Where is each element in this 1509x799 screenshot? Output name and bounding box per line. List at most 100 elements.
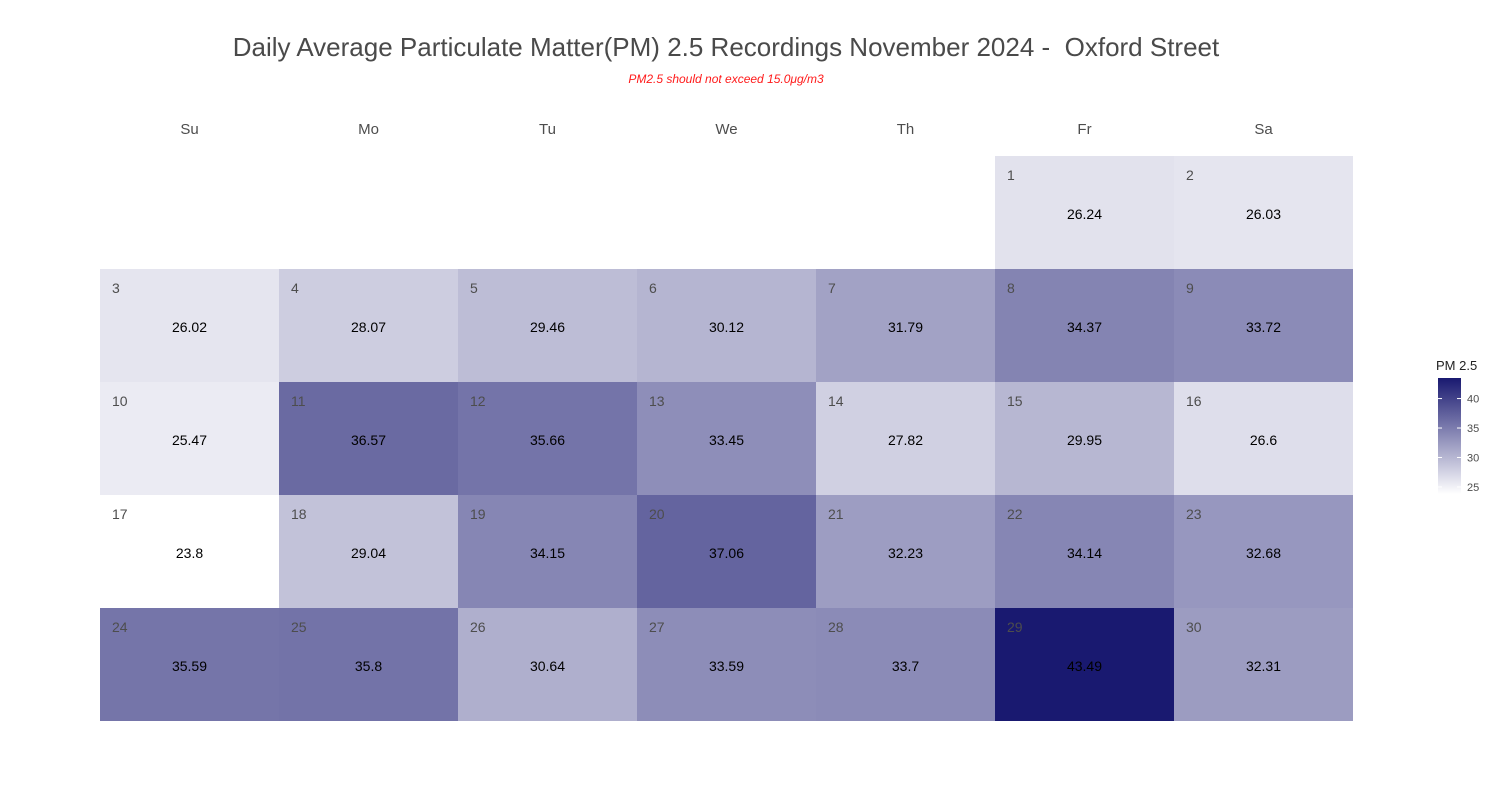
weekday-header: We xyxy=(715,121,737,138)
day-number: 14 xyxy=(828,393,844,409)
day-cell-fill xyxy=(995,382,1174,495)
day-value-label: 35.66 xyxy=(530,432,565,448)
day-number: 24 xyxy=(112,619,128,635)
day-value-label: 27.82 xyxy=(888,432,923,448)
day-value-label: 26.24 xyxy=(1067,206,1102,222)
day-value-label: 23.8 xyxy=(176,545,203,561)
day-cell-fill xyxy=(458,269,637,382)
day-cell: 226.03 xyxy=(1174,156,1353,269)
day-value-label: 30.12 xyxy=(709,319,744,335)
day-cell-fill xyxy=(816,608,995,721)
day-value-label: 32.31 xyxy=(1246,658,1281,674)
day-cell-fill xyxy=(995,269,1174,382)
day-value-label: 33.59 xyxy=(709,658,744,674)
day-cell-fill xyxy=(1174,269,1353,382)
day-value-label: 32.23 xyxy=(888,545,923,561)
day-cell-fill xyxy=(279,269,458,382)
day-cell: 630.12 xyxy=(637,269,816,382)
day-cell-fill xyxy=(458,382,637,495)
day-value-label: 26.02 xyxy=(172,319,207,335)
day-number: 22 xyxy=(1007,506,1023,522)
legend-title: PM 2.5 xyxy=(1436,358,1478,373)
day-cell: 731.79 xyxy=(816,269,995,382)
day-value-label: 25.47 xyxy=(172,432,207,448)
day-cell-fill xyxy=(1174,608,1353,721)
day-number: 1 xyxy=(1007,167,1015,183)
day-cell: 14 27.82 xyxy=(816,382,995,495)
legend-tick-label: 40 xyxy=(1467,394,1479,406)
day-cell-fill xyxy=(995,495,1174,608)
day-cell-fill xyxy=(1174,382,1353,495)
day-cell: 27 33.59 xyxy=(637,608,816,721)
day-cell-fill xyxy=(995,156,1174,269)
day-number: 15 xyxy=(1007,393,1023,409)
day-value-label: 34.37 xyxy=(1067,319,1102,335)
day-cell: 834.37 xyxy=(995,269,1174,382)
day-number: 26 xyxy=(470,619,486,635)
day-number: 7 xyxy=(828,280,836,296)
day-value-label: 33.72 xyxy=(1246,319,1281,335)
legend-colorbar xyxy=(1438,378,1461,494)
day-cell-fill xyxy=(816,269,995,382)
day-cell: 15 29.95 xyxy=(995,382,1174,495)
day-cell-fill xyxy=(995,608,1174,721)
day-cell: 16 26.6 xyxy=(1174,382,1353,495)
day-cell: 22 34.14 xyxy=(995,495,1174,608)
day-cell: 10 25.47 xyxy=(100,382,279,495)
day-number: 19 xyxy=(470,506,486,522)
day-number: 25 xyxy=(291,619,307,635)
weekday-header: Su xyxy=(180,121,198,138)
day-cell-fill xyxy=(637,382,816,495)
day-cell-fill xyxy=(100,382,279,495)
day-number: 9 xyxy=(1186,280,1194,296)
day-value-label: 35.59 xyxy=(172,658,207,674)
day-cell: 933.72 xyxy=(1174,269,1353,382)
day-value-label: 26.6 xyxy=(1250,432,1277,448)
day-cell: 13 33.45 xyxy=(637,382,816,495)
chart-subtitle: PM2.5 should not exceed 15.0μg/m3 xyxy=(628,72,824,86)
day-value-label: 33.45 xyxy=(709,432,744,448)
day-cell: 12 35.66 xyxy=(458,382,637,495)
day-cell-fill xyxy=(816,495,995,608)
day-cell: 25 35.8 xyxy=(279,608,458,721)
day-cell: 428.07 xyxy=(279,269,458,382)
day-cell-fill xyxy=(100,495,279,608)
day-number: 23 xyxy=(1186,506,1202,522)
day-value-label: 35.8 xyxy=(355,658,382,674)
day-number: 17 xyxy=(112,506,128,522)
day-cell-fill xyxy=(1174,495,1353,608)
day-value-label: 34.14 xyxy=(1067,545,1102,561)
day-number: 12 xyxy=(470,393,486,409)
day-cell-fill xyxy=(458,608,637,721)
day-cell: 26 30.64 xyxy=(458,608,637,721)
day-cell-fill xyxy=(279,382,458,495)
day-number: 16 xyxy=(1186,393,1202,409)
day-cell: 24 35.59 xyxy=(100,608,279,721)
day-cell-fill xyxy=(637,495,816,608)
day-number: 29 xyxy=(1007,619,1023,635)
day-number: 13 xyxy=(649,393,665,409)
day-value-label: 29.04 xyxy=(351,545,386,561)
day-number: 4 xyxy=(291,280,299,296)
day-value-label: 28.07 xyxy=(351,319,386,335)
day-value-label: 31.79 xyxy=(888,319,923,335)
day-cell-fill xyxy=(279,608,458,721)
day-cell-fill xyxy=(637,269,816,382)
day-cell-fill xyxy=(100,269,279,382)
day-number: 8 xyxy=(1007,280,1015,296)
day-number: 20 xyxy=(649,506,665,522)
day-cell: 29 43.49 xyxy=(995,608,1174,721)
day-number: 3 xyxy=(112,280,120,296)
legend-tick-label: 35 xyxy=(1467,423,1479,435)
day-value-label: 26.03 xyxy=(1246,206,1281,222)
day-cell: 11 36.57 xyxy=(279,382,458,495)
weekday-header: Fr xyxy=(1077,121,1091,138)
weekday-header: Th xyxy=(897,121,915,138)
day-value-label: 34.15 xyxy=(530,545,565,561)
day-cell-fill xyxy=(637,608,816,721)
day-value-label: 29.46 xyxy=(530,319,565,335)
day-value-label: 36.57 xyxy=(351,432,386,448)
day-cell: 19 34.15 xyxy=(458,495,637,608)
weekday-header: Sa xyxy=(1254,121,1273,138)
